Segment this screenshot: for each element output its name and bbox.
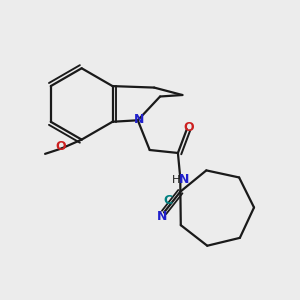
Text: N: N xyxy=(157,210,168,224)
Text: N: N xyxy=(179,173,189,186)
Text: N: N xyxy=(134,113,144,126)
Text: H: H xyxy=(172,175,180,185)
Text: O: O xyxy=(56,140,66,153)
Text: C: C xyxy=(163,194,172,207)
Text: O: O xyxy=(183,121,194,134)
